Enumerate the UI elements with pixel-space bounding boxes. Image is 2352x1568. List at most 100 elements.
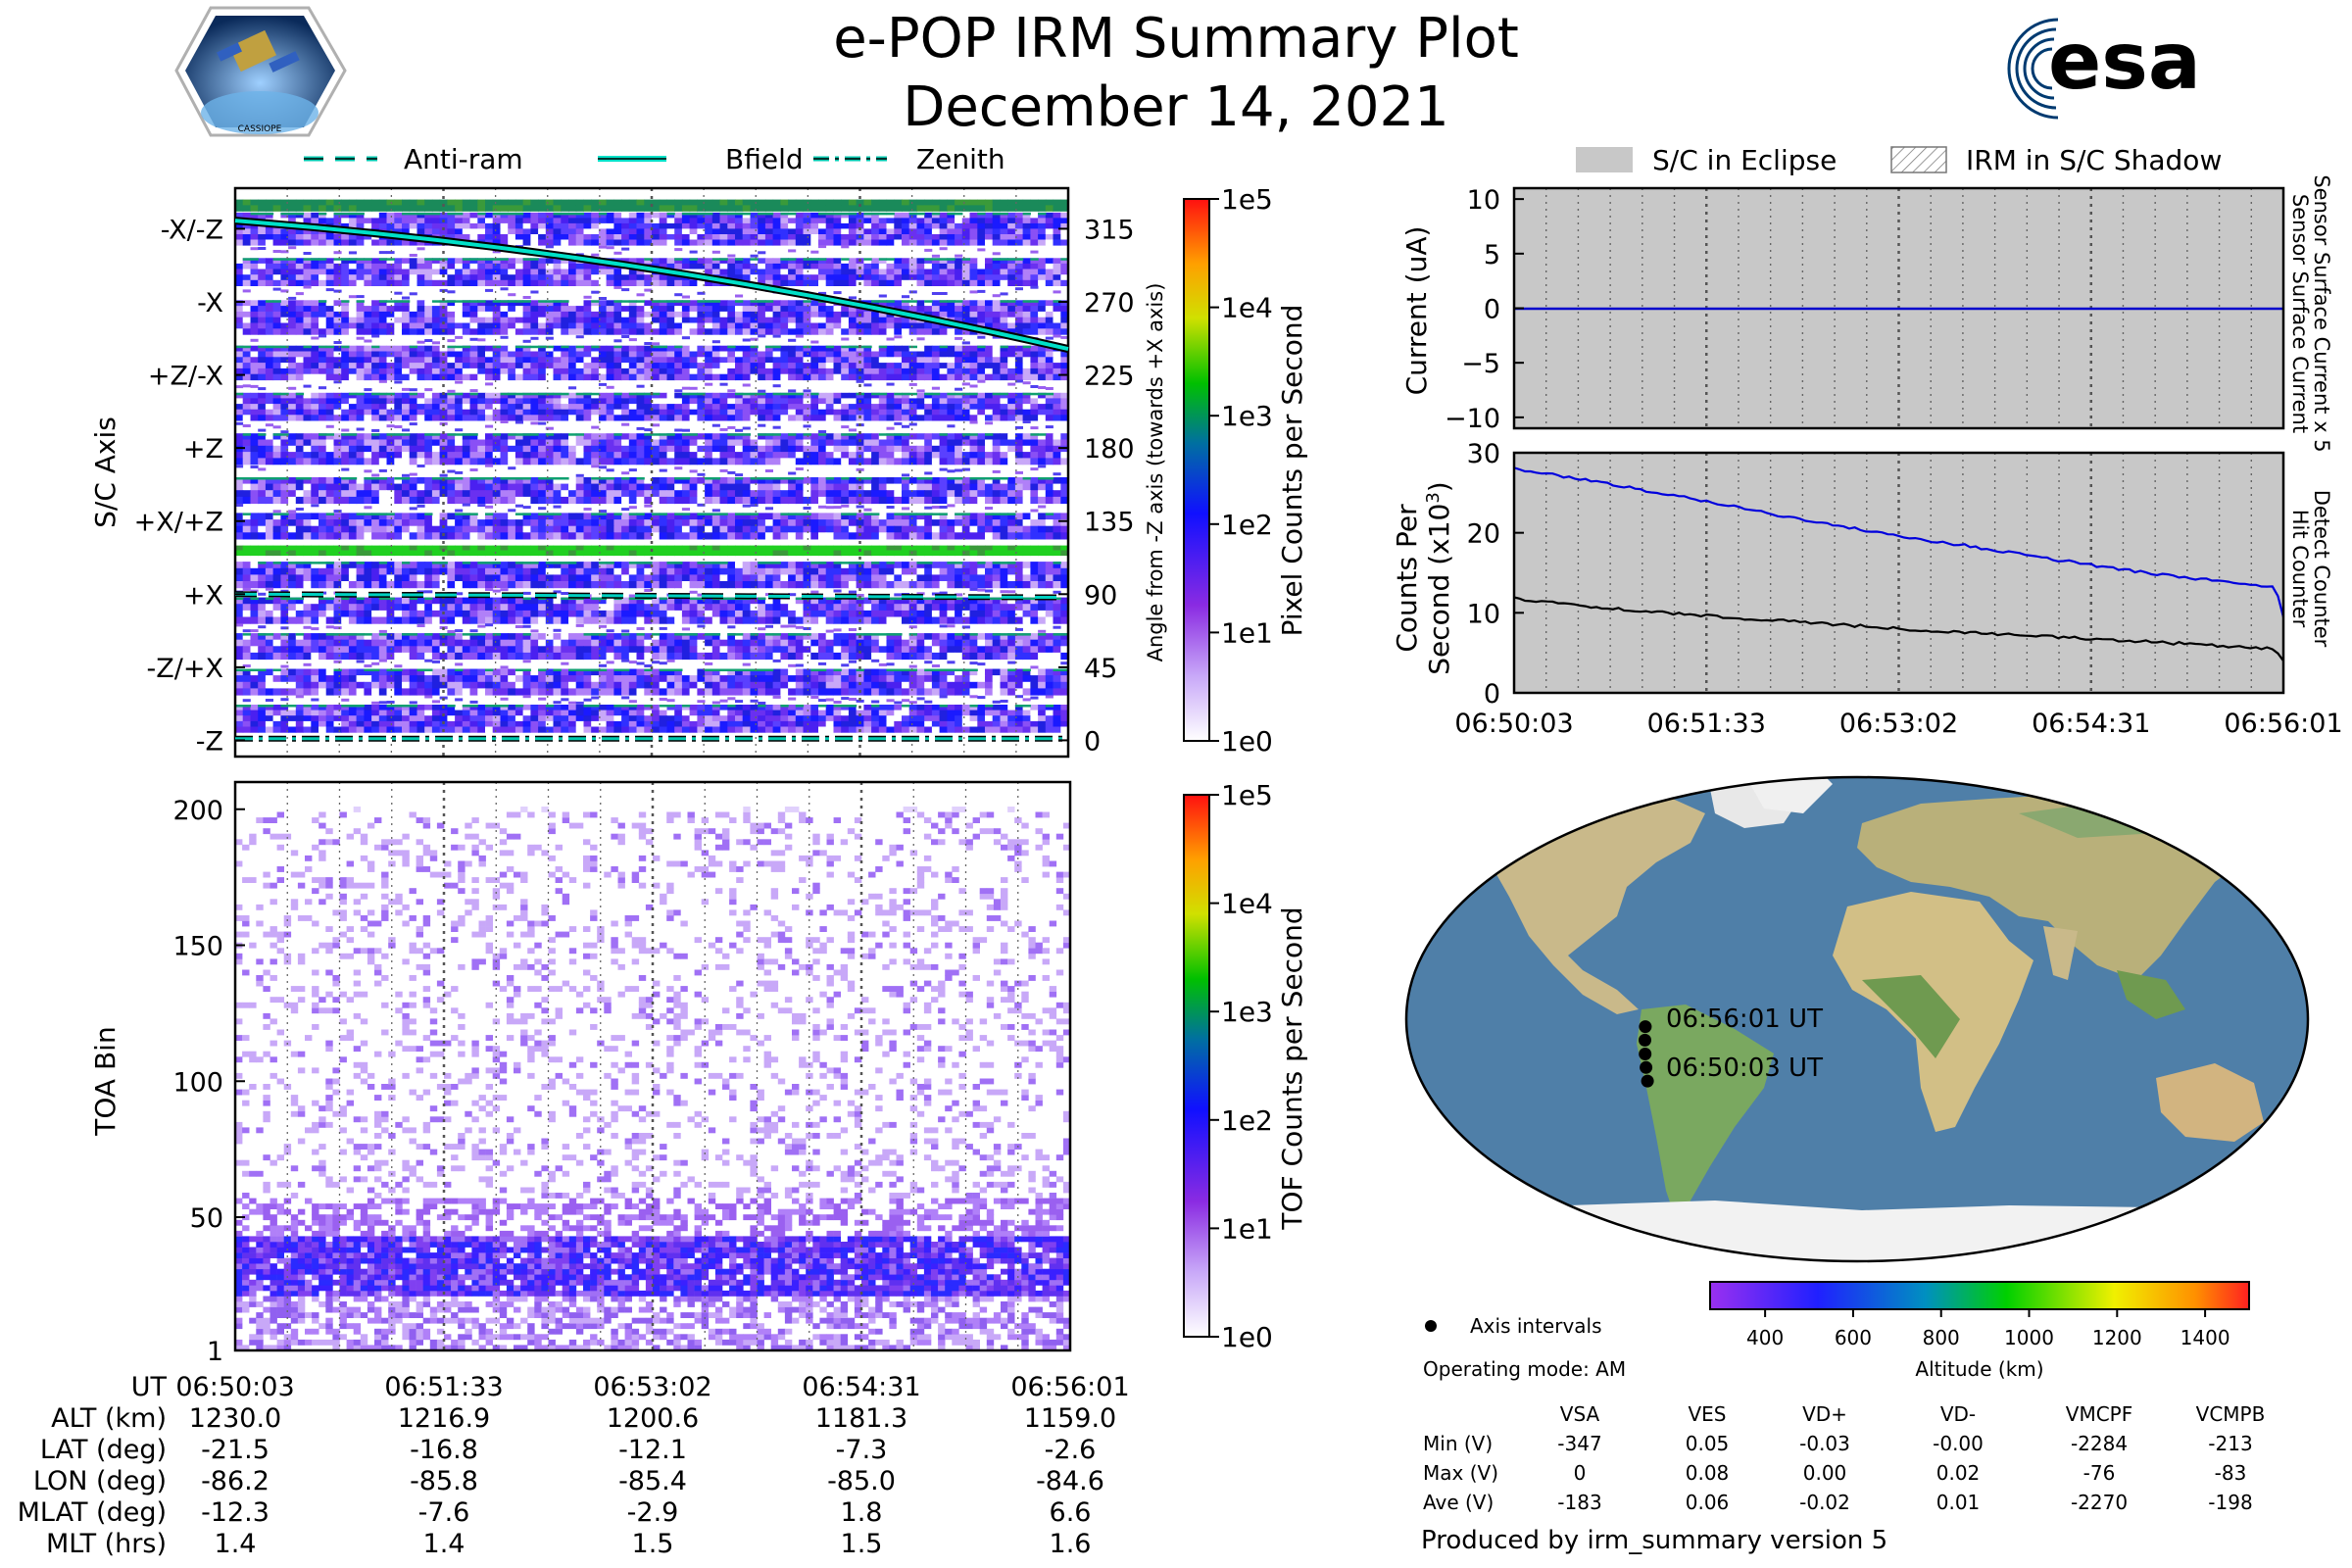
pixel-heat-cell [1000,357,1008,364]
pixel-heat-cell [394,279,403,286]
pixel-heat-cell [916,445,925,453]
pixel-heat-cell [902,199,910,206]
pixel-heat-cell [242,409,251,416]
pixel-heat-cell [939,239,948,246]
pixel-heat-cell [947,351,956,358]
pixel-heat-cell [258,404,267,411]
pixel-heat-cell [455,368,464,375]
pixel-heat-cell [545,317,555,324]
pixel-heat-cell [719,525,728,533]
pixel-heat-cell [288,452,297,459]
pixel-heat-cell [644,398,653,405]
pixel-heat-cell [333,373,342,381]
pixel-heat-cell [772,351,781,358]
pixel-heat-cell [250,306,259,313]
pixel-heat-cell [902,477,910,480]
pixel-heat-cell [916,306,925,313]
pixel-heat-cell [250,351,259,358]
pixel-heat-cell [750,269,759,275]
pixel-heat-cell [764,513,774,520]
pixel-heat-cell [1007,351,1016,358]
pixel-heat-cell [288,490,297,498]
pixel-heat-cell [265,279,274,286]
pixel-heat-cell [1038,234,1047,241]
pixel-heat-cell [818,351,827,358]
pixel-heat-cell [652,279,661,286]
pixel-heat-cell [772,439,781,447]
pixel-heat-cell [303,477,312,485]
pixel-heat-cell [856,458,864,466]
pixel-heat-cell [1030,433,1039,436]
pixel-heat-cell [659,452,667,459]
pixel-heat-cell [636,363,645,369]
pixel-heat-cell [969,274,978,281]
pixel-heat-cell [644,322,653,329]
pixel-heat-cell [894,317,903,324]
pixel-heat-cell [939,398,948,405]
pixel-heat-cell [924,300,933,307]
pixel-heat-cell [644,300,653,307]
pixel-heat-cell [561,398,569,405]
pixel-heat-cell [1000,279,1008,286]
pixel-heat-cell [538,345,547,349]
pixel-heat-cell [325,279,334,286]
pixel-heat-cell [764,212,774,219]
pixel-heat-cell [803,404,811,411]
pixel-heat-cell [402,483,411,491]
pixel-heat-cell [916,212,925,216]
pixel-heat-cell [652,363,661,369]
pixel-heat-cell [992,212,1001,216]
pixel-heat-cell [1000,345,1008,349]
pixel-heat-cell [764,351,774,358]
pixel-heat-cell [311,368,319,375]
pixel-heat-cell [538,345,547,353]
pixel-heat-cell [288,234,297,241]
pixel-heat-cell [764,490,774,498]
pixel-heat-cell [469,458,478,466]
pixel-heat-cell [848,404,858,411]
pixel-heat-cell [788,409,797,416]
pixel-heat-cell [561,373,569,381]
pixel-heat-cell [666,452,675,459]
pixel-heat-cell [318,322,327,329]
pixel-heat-cell [727,322,736,329]
pixel-heat-cell [409,445,417,453]
pixel-heat-cell [856,368,864,375]
pixel-heat-cell [818,306,827,313]
pixel-heat-cell [939,228,948,235]
pixel-heat-cell [681,373,691,381]
pixel-heat-cell [500,439,509,447]
pixel-heat-cell [394,328,403,335]
pixel-heat-cell [947,483,956,491]
pixel-heat-cell [825,409,834,416]
pixel-heat-cell [697,199,706,206]
pixel-heat-cell [447,317,456,324]
pixel-heat-cell [613,392,622,399]
pixel-heat-cell [825,458,834,466]
pixel-heat-cell [235,274,244,281]
pixel-heat-cell [924,519,933,527]
pixel-heat-cell [916,199,925,206]
pixel-heat-cell [908,300,917,303]
pixel-heat-cell [780,445,789,453]
pixel-heat-cell [758,205,766,212]
pixel-heat-cell [961,392,971,399]
pixel-heat-cell [311,205,319,212]
pixel-heat-cell [378,239,388,246]
pixel-heat-cell [416,368,425,375]
pixel-heat-cell [1007,205,1016,212]
pixel-heat-cell [1007,452,1016,459]
pixel-heat-cell [1060,269,1068,275]
pixel-heat-cell [508,317,516,324]
pixel-heat-cell [764,234,774,241]
pixel-heat-cell [735,218,744,224]
pixel-heat-cell [394,445,403,453]
pixel-heat-cell [561,317,569,324]
pixel-heat-cell [522,392,531,399]
pixel-heat-cell [394,263,403,270]
pixel-heat-cell [288,317,297,324]
pixel-heat-cell [530,317,539,324]
pixel-heat-cell [992,433,1001,441]
pixel-heat-cell [886,212,895,216]
pixel-heat-cell [1000,199,1008,206]
